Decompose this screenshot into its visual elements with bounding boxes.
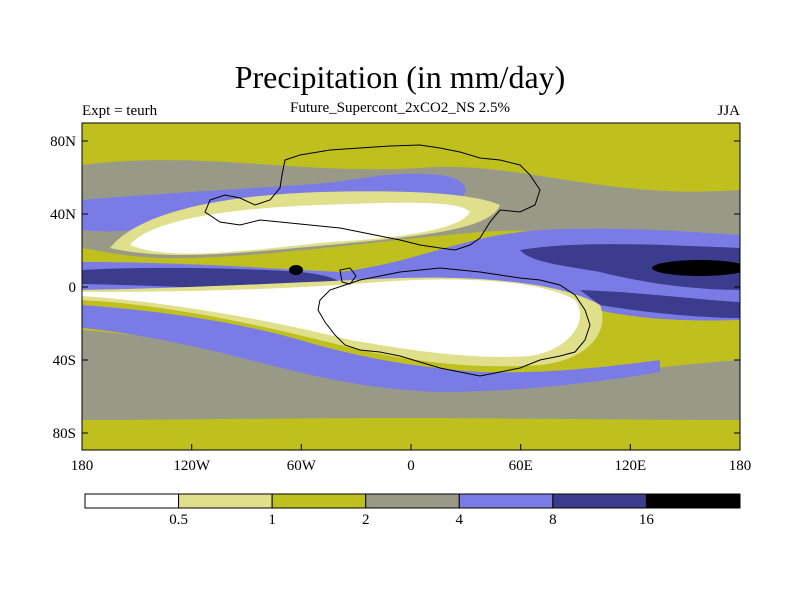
- coastline-north: [204, 144, 541, 251]
- lat-tick-40s: 40S: [53, 353, 76, 369]
- coastline: [204, 144, 591, 377]
- experiment-label: Expt = teurh: [82, 103, 158, 119]
- lon-tick-180w: 180: [71, 458, 94, 474]
- lat-tick-0: 0: [69, 280, 77, 296]
- lat-axis: [82, 140, 740, 434]
- page-title: Precipitation (in mm/day): [234, 59, 566, 95]
- lon-tick-120e: 120E: [614, 458, 646, 474]
- field-darkblue-south-east: [580, 290, 740, 318]
- colorbar-swatch: [271, 493, 367, 509]
- colorbar-label: 1: [268, 512, 276, 528]
- plot-subtitle: Future_Supercont_2xCO2_NS 2.5%: [290, 100, 510, 116]
- colorbar-label: 16: [639, 512, 655, 528]
- colorbar-label: 0.5: [169, 512, 188, 528]
- colorbar-swatch: [645, 493, 741, 509]
- lon-tick-120w: 120W: [173, 458, 211, 474]
- field-blue-south: [82, 305, 660, 392]
- coastline-island: [339, 267, 357, 285]
- lon-tick-180e: 180: [729, 458, 752, 474]
- colorbar-swatch: [365, 493, 460, 509]
- field-max-west: [289, 265, 303, 275]
- lat-tick-80n: 80N: [50, 134, 76, 150]
- field-darkblue-east: [520, 244, 740, 290]
- lon-tick-0: 0: [407, 458, 415, 474]
- lon-axis: [81, 444, 741, 450]
- lat-tick-40n: 40N: [50, 207, 76, 223]
- lon-tick-60e: 60E: [509, 458, 533, 474]
- field-white-north: [130, 202, 470, 254]
- colorbar-label: 4: [456, 512, 464, 528]
- lat-tick-80s: 80S: [53, 426, 76, 442]
- lon-tick-60w: 60W: [287, 458, 317, 474]
- colorbar-swatch: [84, 493, 180, 509]
- field-white-south: [82, 279, 580, 357]
- colorbar-swatch: [552, 493, 647, 509]
- field-max-east: [652, 260, 740, 276]
- coastline-south: [317, 267, 591, 377]
- colorbar-swatch: [458, 493, 554, 509]
- colorbar: 0.5 1 2 4 8 16: [84, 493, 741, 528]
- colorbar-label: 2: [362, 512, 370, 528]
- colorbar-label: 8: [549, 512, 557, 528]
- colorbar-swatch: [178, 493, 273, 509]
- season-label: JJA: [717, 103, 740, 119]
- precipitation-field: [82, 123, 740, 450]
